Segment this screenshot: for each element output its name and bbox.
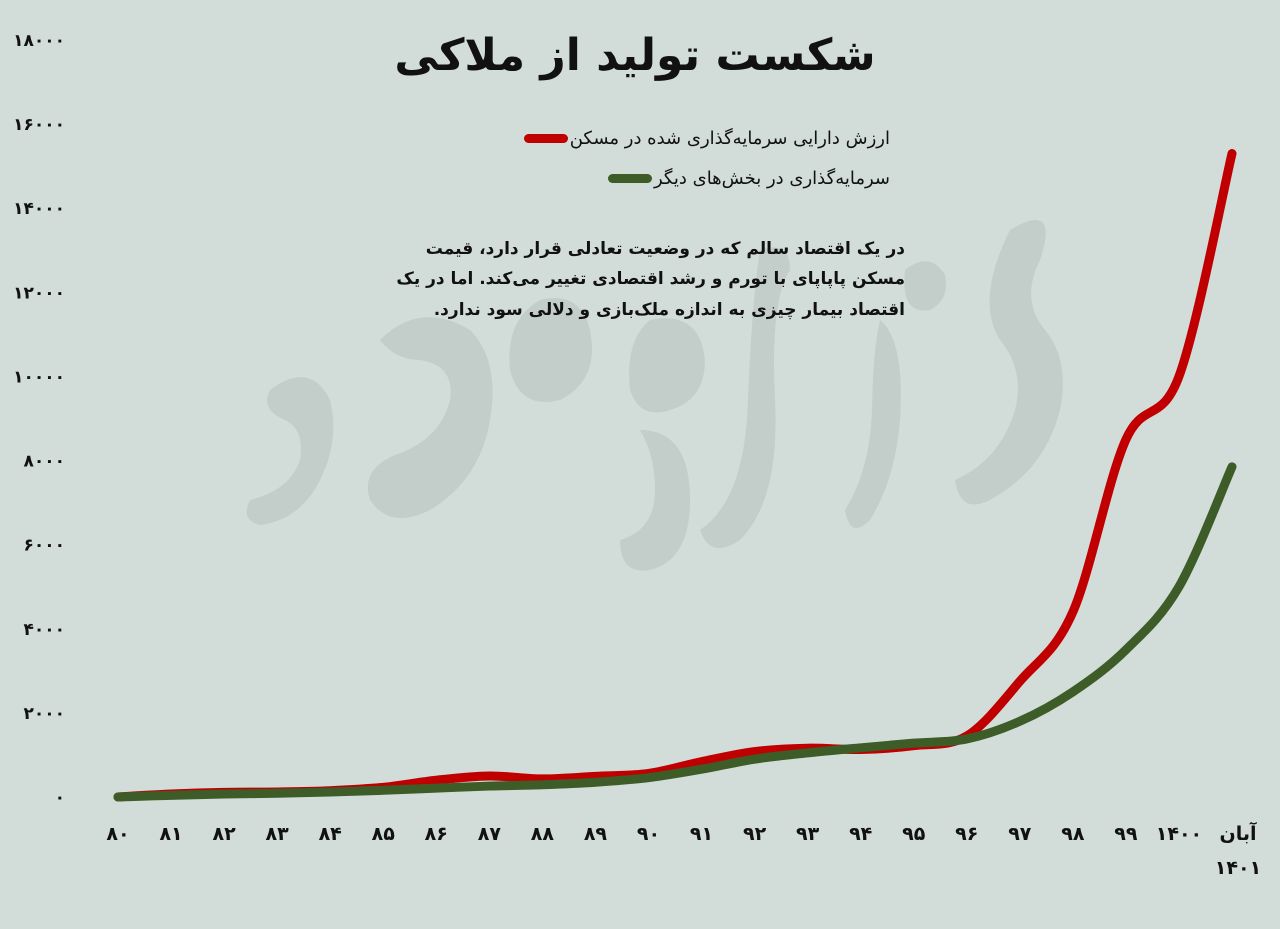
chart-title: شکست تولید از ملاکی	[394, 30, 876, 81]
x-tick-label: ۸۹	[584, 823, 608, 845]
y-tick-label: ۱۶۰۰۰	[13, 115, 65, 135]
legend-item-other: سرمایه‌گذاری در بخش‌های دیگر	[470, 158, 890, 198]
legend-label-housing: ارزش دارایی سرمایه‌گذاری شده در مسکن	[569, 127, 890, 149]
x-tick-label: ۹۵	[902, 823, 926, 845]
series-lines	[113, 149, 1237, 802]
x-axis: ۸۰ ۸۱ ۸۲ ۸۳ ۸۴ ۸۵ ۸۶ ۸۷ ۸۸ ۸۹ ۹۰ ۹۱ ۹۲ ۹۳ ۹۴ ۹۵ ۹۶ ۹۷ ۹۸ ۹۹…	[106, 821, 1261, 879]
x-tick-label: ۹۹	[1114, 823, 1138, 845]
legend-item-housing: ارزش دارایی سرمایه‌گذاری شده در مسکن	[470, 118, 890, 158]
y-tick-label: ۴۰۰۰	[23, 620, 65, 640]
watermark-logo	[246, 220, 1063, 571]
y-tick-label: ۱۲۰۰۰	[13, 283, 65, 303]
y-tick-label: ۱۸۰۰۰	[13, 31, 65, 51]
series-line-other	[113, 462, 1237, 802]
x-tick-label: آبان ۱۴۰۱	[1215, 821, 1261, 879]
x-tick-label: ۸۱	[159, 823, 182, 845]
x-tick-label: ۹۸	[1061, 823, 1085, 845]
x-tick-label: ۸۴	[319, 823, 342, 845]
y-tick-label: ۱۴۰۰۰	[13, 199, 65, 219]
x-tick-label: ۸۲	[212, 823, 236, 845]
x-tick-label: ۸۶	[425, 823, 448, 845]
x-tick-label: ۸۰	[106, 823, 129, 845]
y-tick-label: ۶۰۰۰	[23, 536, 65, 556]
x-tick-label: ۹۳	[796, 823, 820, 845]
legend: ارزش دارایی سرمایه‌گذاری شده در مسکن سرم…	[470, 118, 890, 198]
x-tick-label: ۸۷	[478, 823, 502, 845]
y-tick-label: ۲۰۰۰	[23, 704, 65, 724]
x-tick-label: ۹۷	[1008, 823, 1032, 845]
x-tick-label: ۹۴	[849, 823, 872, 845]
x-tick-label: ۹۲	[743, 823, 767, 845]
x-tick-label: ۸۸	[531, 823, 555, 845]
y-tick-label: ۱۰۰۰۰	[13, 367, 65, 387]
x-tick-label: ۸۵	[372, 823, 396, 845]
x-tick-label: ۹۰	[637, 823, 660, 845]
y-tick-label: ۸۰۰۰	[23, 452, 65, 472]
legend-label-other: سرمایه‌گذاری در بخش‌های دیگر	[653, 167, 890, 189]
y-tick-label: ۰	[55, 788, 65, 808]
y-axis: ۰ ۲۰۰۰ ۴۰۰۰ ۶۰۰۰ ۸۰۰۰ ۱۰۰۰۰ ۱۲۰۰۰ ۱۴۰۰۰ ۱۶۰۰۰ ۱۸۰…	[13, 31, 65, 808]
legend-swatch-housing	[523, 133, 568, 143]
annotation-text: در یک اقتصاد سالم که در وضعیت تعادلی قرا…	[396, 239, 905, 320]
x-tick-label: ۸۳	[266, 823, 290, 845]
legend-swatch-other	[607, 173, 652, 183]
x-tick-label: ۹۶	[955, 823, 978, 845]
x-tick-label: ۹۱	[690, 823, 713, 845]
x-tick-label: ۱۴۰۰	[1156, 823, 1202, 845]
